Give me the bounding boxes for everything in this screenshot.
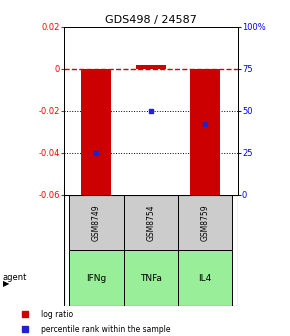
Title: GDS498 / 24587: GDS498 / 24587 xyxy=(105,15,197,25)
Bar xyxy=(69,250,124,306)
Bar xyxy=(178,195,232,250)
Bar xyxy=(190,69,220,205)
Bar xyxy=(81,69,111,205)
Bar xyxy=(178,250,232,306)
Bar xyxy=(69,195,124,250)
Text: IFNg: IFNg xyxy=(86,274,106,283)
Bar xyxy=(124,250,178,306)
Text: IL4: IL4 xyxy=(199,274,212,283)
Text: log ratio: log ratio xyxy=(41,310,73,319)
Bar xyxy=(124,195,178,250)
Text: percentile rank within the sample: percentile rank within the sample xyxy=(41,325,171,334)
Text: TNFa: TNFa xyxy=(140,274,162,283)
Text: GSM8759: GSM8759 xyxy=(201,204,210,241)
Text: ▶: ▶ xyxy=(3,280,9,288)
Text: agent: agent xyxy=(3,273,27,282)
Bar xyxy=(136,65,166,69)
Text: GSM8749: GSM8749 xyxy=(92,204,101,241)
Text: GSM8754: GSM8754 xyxy=(146,204,155,241)
